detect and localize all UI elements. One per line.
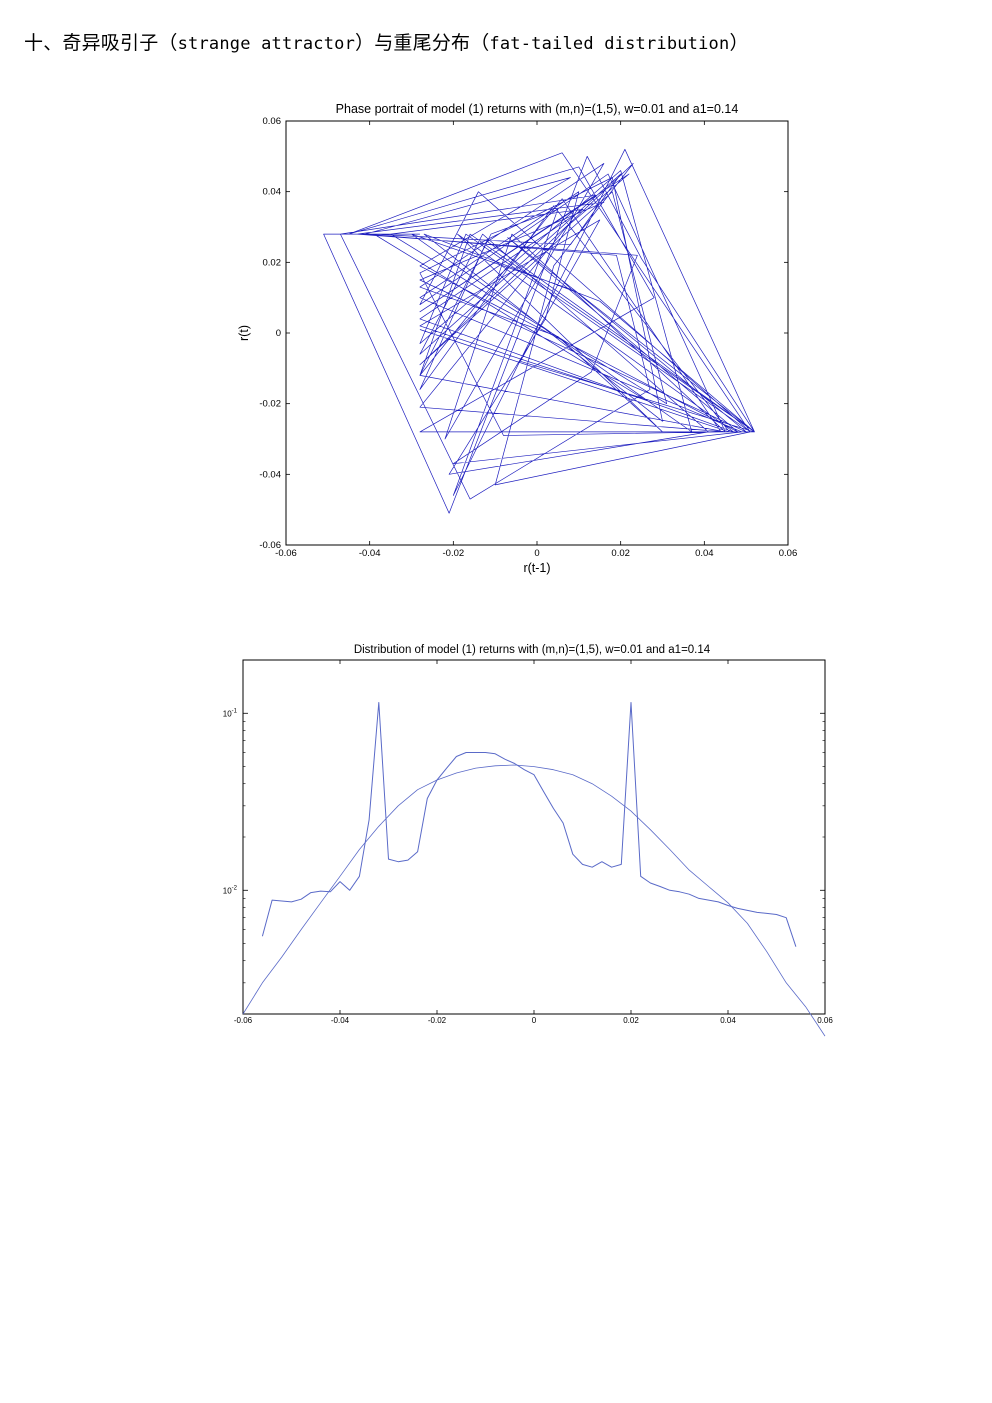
phase-portrait-ytick-label: 0.06 [263,116,282,127]
distribution-ytick-label: 10-2 [223,885,238,895]
heading-mid: ）与重尾分布（ [355,32,490,54]
phase-portrait-ytick-label: -0.02 [259,399,281,410]
phase-portrait-chart: Phase portrait of model (1) returns with… [237,102,797,575]
phase-portrait-xtick-label: -0.04 [359,548,381,559]
distribution-title: Distribution of model (1) returns with (… [354,644,711,656]
distribution-xtick-label: 0.02 [623,1016,639,1025]
phase-portrait-ticks: -0.06 -0.04 -0.02 0 0.02 0.04 0.06 -0.06 -0.04 -0… [259,116,797,559]
phase-portrait-xtick-label: 0.02 [611,548,630,559]
distribution-empirical-line [261,702,797,947]
distribution-xtick-label: 0.06 [817,1016,833,1025]
distribution-ytick-label: 10-1 [223,708,238,718]
heading-term-fat-tailed: fat-tailed distribution [489,34,730,54]
distribution-ticks: -0.06 -0.04 -0.02 0 0.02 0.04 0.06 10-1 10-2 [223,659,833,1025]
heading-term-strange-attractor: strange attractor [177,34,356,54]
phase-portrait-trajectory-line [323,148,755,514]
heading-prefix: 十、奇异吸引子（ [24,32,178,54]
distribution-chart: Distribution of model (1) returns with (… [223,644,833,1037]
phase-portrait-series [323,148,755,514]
distribution-series [242,702,826,1037]
heading-suffix: ） [729,32,749,54]
phase-portrait-ytick-label: 0 [276,328,281,339]
phase-portrait-xtick-label: 0 [534,548,539,559]
distribution-reference-line [242,764,826,1037]
phase-portrait-xlabel: r(t-1) [523,561,550,575]
distribution-xtick-label: 0 [532,1016,537,1025]
phase-portrait-xtick-label: -0.06 [275,548,297,559]
phase-portrait-ytick-label: -0.04 [259,469,281,480]
phase-portrait-title: Phase portrait of model (1) returns with… [336,102,739,116]
distribution-plot-frame [242,659,826,1015]
distribution-xtick-label: 0.04 [720,1016,736,1025]
section-heading: 十、奇异吸引子（strange attractor）与重尾分布（fat-tail… [24,28,749,55]
phase-portrait-ylabel: r(t) [237,325,251,341]
phase-portrait-xtick-label: 0.06 [779,548,798,559]
distribution-xtick-label: -0.06 [234,1016,253,1025]
phase-portrait-ytick-label: 0.04 [263,187,282,198]
phase-portrait-xtick-label: 0.04 [695,548,714,559]
phase-portrait-xtick-label: -0.02 [443,548,465,559]
distribution-xtick-label: -0.02 [428,1016,447,1025]
distribution-xtick-label: -0.04 [331,1016,350,1025]
phase-portrait-ytick-label: 0.02 [263,257,282,268]
phase-portrait-ytick-label: -0.06 [259,540,281,551]
